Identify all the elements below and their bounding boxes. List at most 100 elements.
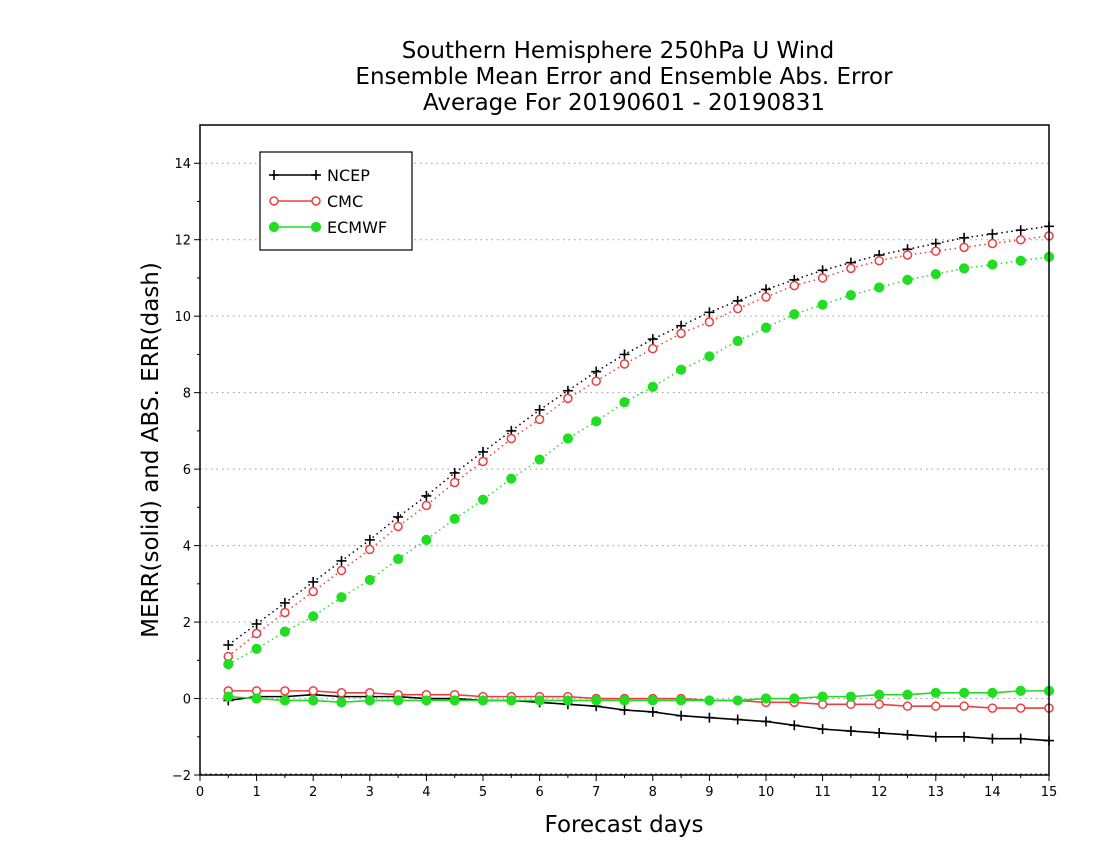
ncep-mean-err-point-21: [817, 724, 828, 735]
legend-marker-right-ecmwf: [310, 221, 322, 233]
x-tick-label-2: 2: [309, 785, 317, 800]
ecmwf-abs-err-point-26: [959, 263, 970, 274]
ncep-mean-err-point-27: [987, 733, 998, 744]
cmc-abs-err-point-14: [619, 359, 630, 369]
cmc-abs-err-point-27: [987, 238, 998, 249]
ecmwf-mean-err-point-17: [704, 695, 715, 706]
ecmwf-abs-err-point-2: [279, 626, 290, 637]
chart-title: Southern Hemisphere 250hPa U Wind Ensemb…: [355, 38, 893, 116]
ecmwf-mean-err-point-28: [1015, 685, 1026, 696]
ncep-mean-err-point-22: [845, 726, 856, 737]
ecmwf-mean-err-point-0: [223, 691, 234, 702]
ecmwf-abs-err-point-21: [817, 299, 828, 310]
title-line-2: Ensemble Mean Error and Ensemble Abs. Er…: [355, 64, 893, 90]
ncep-abs-err-point-11: [534, 404, 545, 415]
ncep-mean-err-point-15: [647, 706, 658, 717]
ecmwf-abs-err-point-25: [930, 269, 941, 280]
cmc-mean-err-point-28: [1015, 703, 1026, 713]
x-tick-label-11: 11: [814, 785, 831, 800]
ecmwf-mean-err-point-7: [421, 695, 432, 706]
y-tick-label-3: 4: [183, 540, 191, 555]
x-tick-label-14: 14: [984, 785, 1001, 800]
y-axis-label: MERR(solid) and ABS. ERR(dash): [138, 262, 164, 638]
ecmwf-mean-err-point-11: [534, 695, 545, 706]
x-tick-label-6: 6: [535, 785, 543, 800]
ecmwf-mean-err-point-24: [902, 689, 913, 700]
ecmwf-abs-err-point-16: [676, 364, 687, 375]
ecmwf-abs-err-point-18: [732, 335, 743, 347]
ecmwf-abs-err-line: [227, 256, 1050, 665]
ecmwf-mean-err-point-2: [279, 695, 290, 706]
ecmwf-abs-err-point-27: [987, 259, 998, 270]
ecmwf-mean-err-point-6: [393, 695, 404, 706]
ncep-mean-err-point-24: [902, 729, 913, 740]
legend-marker-left-ecmwf: [268, 221, 280, 233]
ecmwf-mean-err-point-22: [845, 691, 857, 702]
y-tick-label-5: 8: [183, 387, 191, 402]
x-tick-label-5: 5: [479, 785, 487, 800]
cmc-mean-err-point-4: [336, 688, 347, 698]
ncep-abs-err-point-2: [279, 597, 290, 608]
y-tick-label-7: 12: [174, 234, 191, 249]
legend-item-cmc: CMC: [269, 192, 363, 211]
ecmwf-mean-err-point-18: [732, 695, 743, 706]
ecmwf-abs-err-point-17: [704, 351, 715, 362]
ncep-abs-err-point-17: [704, 307, 715, 318]
cmc-abs-err-point-5: [365, 544, 375, 555]
title-line-1: Southern Hemisphere 250hPa U Wind: [402, 38, 835, 64]
cmc-abs-err-point-22: [846, 263, 856, 274]
cmc-abs-err-point-1: [251, 628, 262, 639]
cmc-abs-err-point-25: [931, 246, 941, 256]
ecmwf-mean-err-point-19: [760, 693, 772, 704]
ncep-abs-err-point-3: [308, 576, 319, 587]
y-tick-label-6: 10: [174, 310, 191, 325]
ncep-abs-err-point-26: [959, 232, 970, 243]
cmc-abs-err-point-17: [704, 317, 715, 327]
cmc-mean-err-point-2: [280, 686, 290, 696]
cmc-abs-err-point-13: [591, 376, 601, 386]
legend-marker-right-ncep: [311, 170, 321, 180]
ecmwf-mean-err-point-10: [506, 695, 517, 706]
ecmwf-mean-err-point-1: [251, 693, 262, 704]
ecmwf-mean-err-point-23: [874, 689, 885, 700]
ecmwf-mean-err-point-25: [930, 687, 941, 698]
ecmwf-abs-err-point-3: [308, 611, 319, 622]
x-tick-label-15: 15: [1041, 785, 1058, 800]
ecmwf-mean-err-point-4: [336, 697, 347, 708]
ecmwf-mean-err-point-12: [562, 695, 574, 706]
ecmwf-abs-err-point-0: [223, 659, 234, 670]
x-axis-label: Forecast days: [545, 812, 704, 838]
ecmwf-abs-err-point-19: [760, 322, 772, 333]
x-tick-label-13: 13: [928, 785, 945, 800]
legend-label-ncep: NCEP: [327, 166, 370, 185]
ecmwf-abs-err-point-8: [449, 513, 460, 524]
title-line-3: Average For 20190601 - 20190831: [423, 90, 825, 116]
ecmwf-mean-err-point-3: [308, 695, 319, 706]
ncep-abs-err-point-28: [1015, 225, 1026, 236]
ecmwf-abs-err-point-5: [364, 574, 375, 586]
ncep-mean-err-point-16: [676, 710, 687, 721]
ecmwf-abs-err-point-1: [251, 643, 262, 654]
cmc-abs-err-point-26: [959, 242, 969, 253]
ecmwf-mean-err-point-20: [789, 693, 800, 704]
cmc-mean-err-point-27: [987, 703, 998, 713]
ecmwf-mean-err-point-5: [364, 695, 375, 706]
ecmwf-mean-err-point-14: [619, 695, 630, 706]
ncep-mean-err-point-23: [874, 727, 885, 738]
ecmwf-abs-err-point-4: [336, 592, 347, 603]
ecmwf-mean-err-point-9: [477, 695, 489, 706]
x-tick-label-3: 3: [366, 785, 374, 800]
x-tick-label-12: 12: [871, 785, 888, 800]
ecmwf-mean-err-point-16: [676, 695, 687, 706]
x-tick-label-7: 7: [592, 785, 600, 800]
ncep-mean-err-point-28: [1015, 733, 1026, 744]
cmc-abs-err-point-21: [817, 273, 828, 283]
x-tick-label-10: 10: [758, 785, 775, 800]
ncep-abs-err-point-5: [364, 534, 375, 545]
cmc-abs-err-point-18: [732, 303, 743, 314]
ecmwf-mean-err-point-21: [817, 691, 828, 702]
x-tick-label-4: 4: [422, 785, 430, 800]
ncep-mean-err-point-17: [704, 712, 715, 723]
legend-marker-left-cmc: [269, 196, 279, 206]
